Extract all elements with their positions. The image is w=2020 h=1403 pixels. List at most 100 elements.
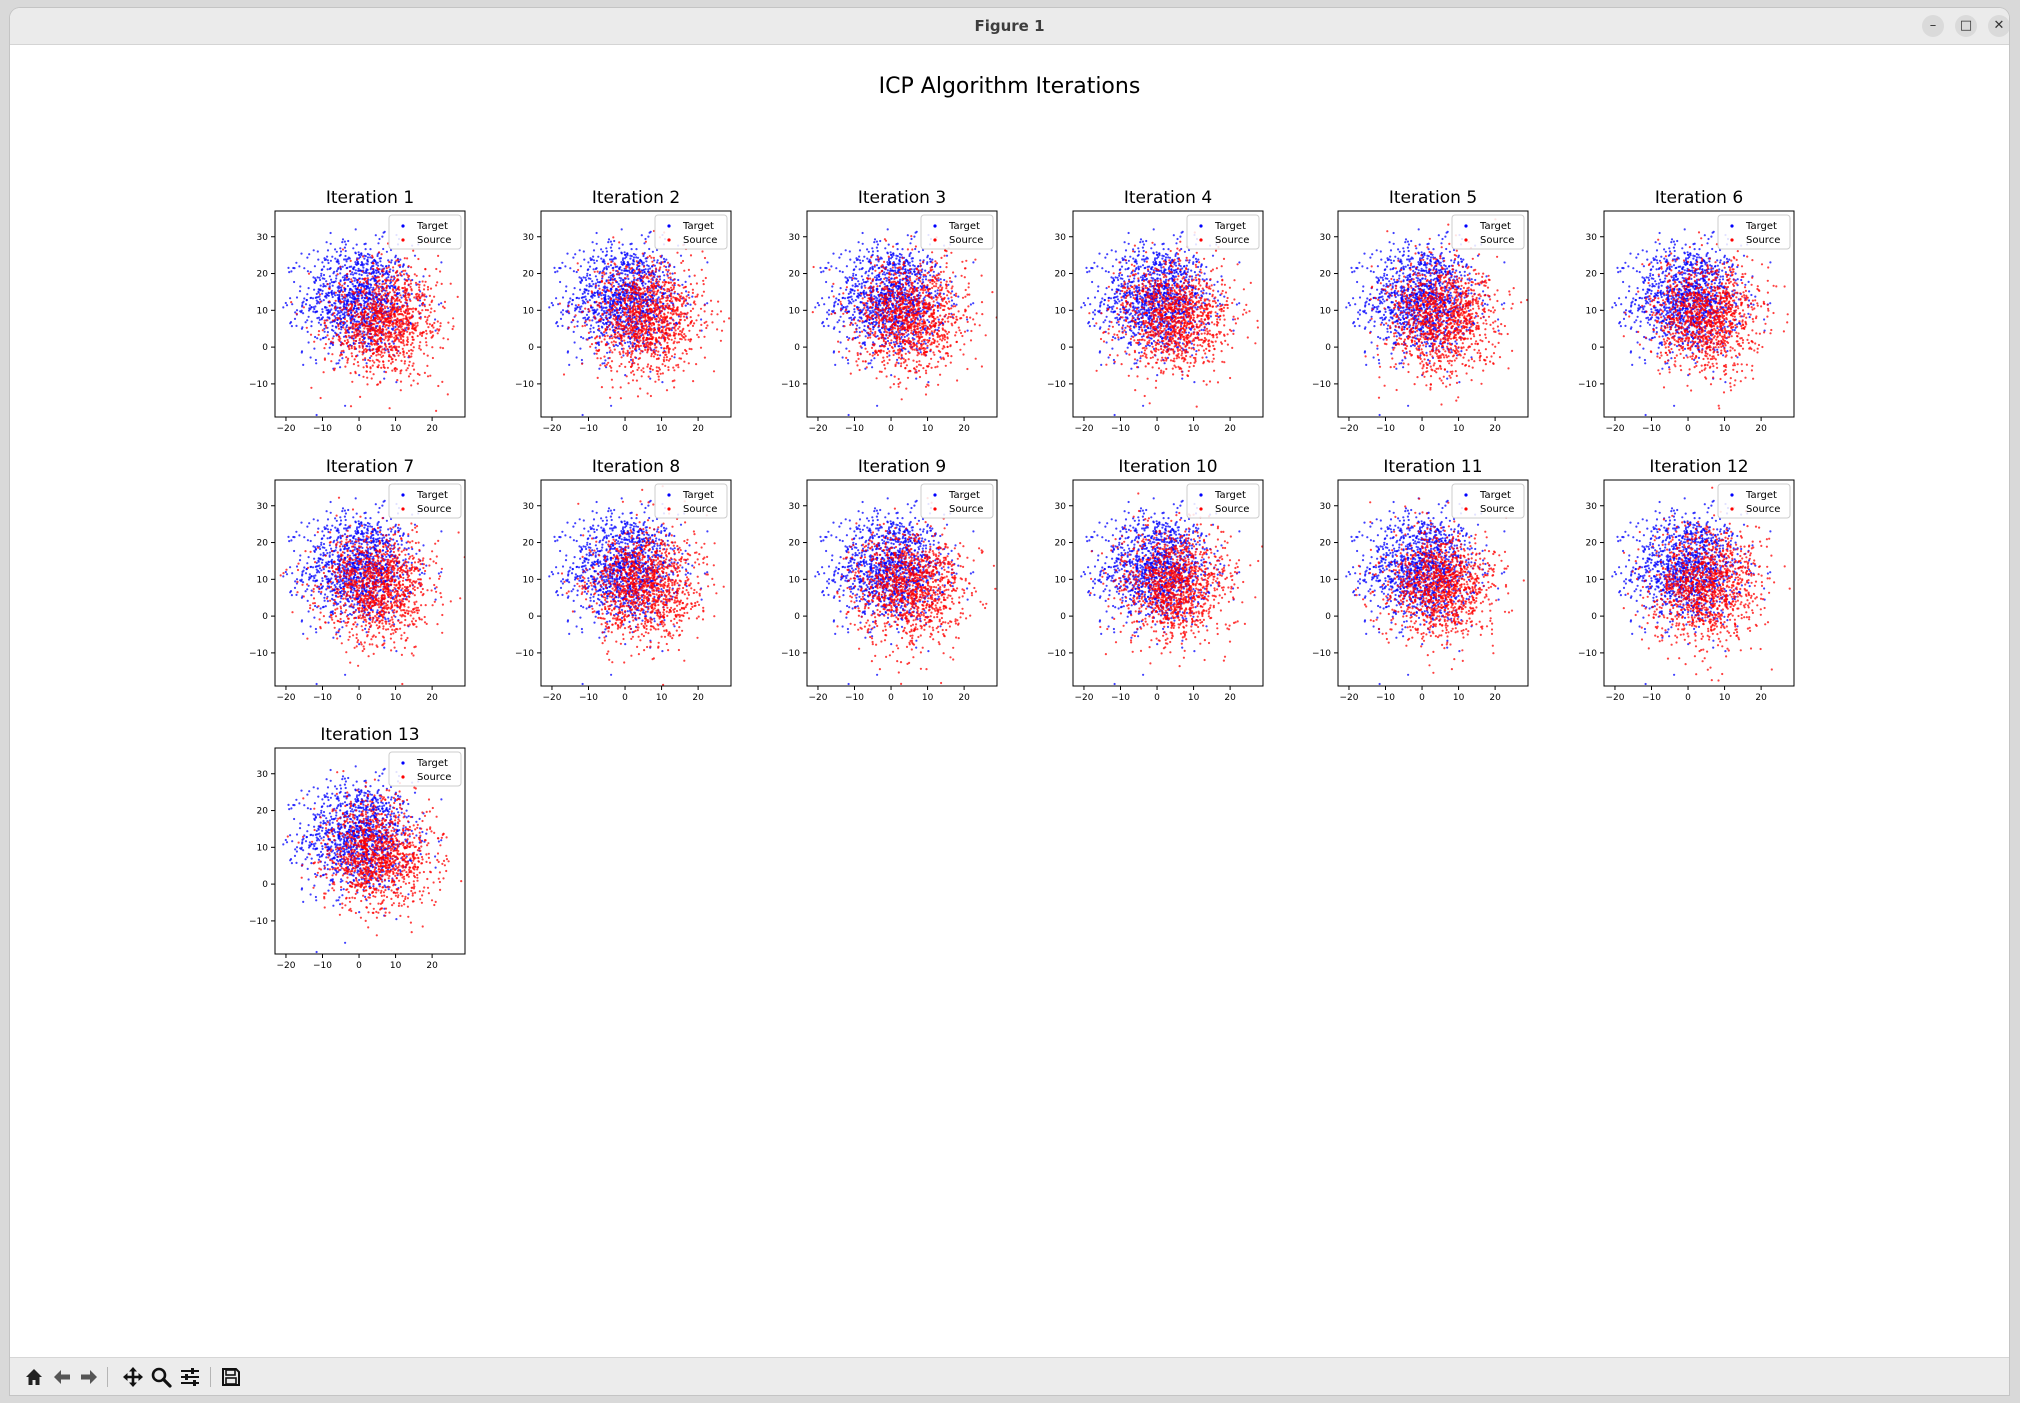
source-point (442, 305, 445, 308)
source-point (351, 380, 354, 383)
x-tick-label: 10 (656, 424, 668, 434)
source-point (584, 320, 587, 323)
source-point (669, 276, 672, 279)
source-point (615, 289, 618, 292)
source-point (372, 296, 375, 299)
source-point (384, 332, 387, 335)
source-point (698, 329, 702, 332)
source-point (644, 348, 647, 351)
source-point (388, 317, 391, 320)
target-point (388, 287, 392, 290)
target-point (322, 285, 325, 288)
target-point (369, 283, 372, 286)
source-point (347, 334, 350, 337)
target-point (585, 278, 588, 282)
target-point (315, 299, 318, 302)
target-point (556, 325, 560, 328)
source-point (664, 304, 667, 307)
target-point (564, 265, 567, 268)
source-point (625, 284, 628, 287)
source-point (655, 308, 658, 311)
source-point (595, 300, 598, 303)
target-point (422, 275, 425, 278)
target-point (352, 276, 355, 279)
source-point (659, 343, 663, 346)
source-point (723, 320, 726, 323)
target-point (630, 255, 633, 258)
source-point (669, 281, 673, 284)
source-point (673, 386, 676, 389)
target-point (389, 282, 392, 285)
legend-marker-target (667, 224, 671, 228)
target-point (313, 280, 316, 283)
source-point (598, 327, 601, 330)
source-point (598, 287, 601, 290)
target-point (641, 263, 644, 266)
source-point (588, 319, 591, 322)
source-point (642, 341, 645, 344)
target-point (314, 335, 317, 339)
source-point (601, 275, 604, 278)
source-point (636, 300, 639, 304)
target-point (302, 300, 305, 303)
target-point (407, 278, 410, 281)
source-point (309, 333, 313, 336)
source-point (356, 298, 359, 301)
target-point (596, 308, 599, 311)
minimize-button[interactable]: – (1922, 15, 1944, 37)
source-point (295, 312, 298, 315)
source-point (419, 348, 422, 351)
close-button[interactable]: ✕ (1988, 15, 2009, 37)
target-point (649, 267, 652, 270)
target-point (387, 264, 390, 267)
source-point (644, 299, 648, 302)
target-point (369, 248, 372, 251)
source-point (626, 265, 629, 268)
target-point (369, 256, 372, 259)
source-point (399, 294, 402, 297)
source-point (678, 295, 682, 298)
source-point (665, 358, 668, 362)
source-point (380, 315, 384, 318)
source-point (387, 330, 391, 333)
source-point (630, 365, 633, 368)
source-point (387, 336, 390, 339)
target-point (328, 267, 331, 271)
source-point (409, 372, 412, 375)
target-point (897, 345, 900, 348)
source-point (645, 296, 648, 299)
target-point (290, 325, 293, 328)
maximize-button[interactable]: □ (1955, 15, 1977, 37)
source-point (342, 300, 345, 303)
source-point (618, 241, 621, 244)
source-point (396, 274, 399, 277)
source-point (672, 286, 676, 289)
figure-canvas[interactable]: ICP Algorithm Iterations −20 −10 0 10 20 −10 0… (10, 45, 2009, 1358)
source-point (685, 295, 688, 298)
source-point (418, 283, 421, 286)
target-point (366, 285, 370, 288)
source-point (406, 330, 409, 333)
source-point (624, 352, 628, 355)
target-point (662, 257, 666, 260)
source-point (647, 304, 650, 308)
target-point (561, 313, 565, 316)
source-point (632, 373, 636, 376)
source-point (340, 293, 343, 296)
source-point (670, 288, 674, 292)
source-point (394, 271, 397, 274)
target-point (340, 310, 343, 314)
target-point (623, 251, 626, 254)
source-point (402, 322, 405, 325)
target-point (352, 300, 355, 303)
source-point (344, 295, 347, 298)
source-point (654, 300, 657, 303)
source-point (403, 362, 406, 365)
target-point (360, 283, 363, 286)
target-point (387, 259, 390, 262)
source-point (326, 334, 329, 337)
source-point (395, 345, 398, 348)
target-point (357, 267, 360, 270)
source-point (617, 323, 620, 326)
